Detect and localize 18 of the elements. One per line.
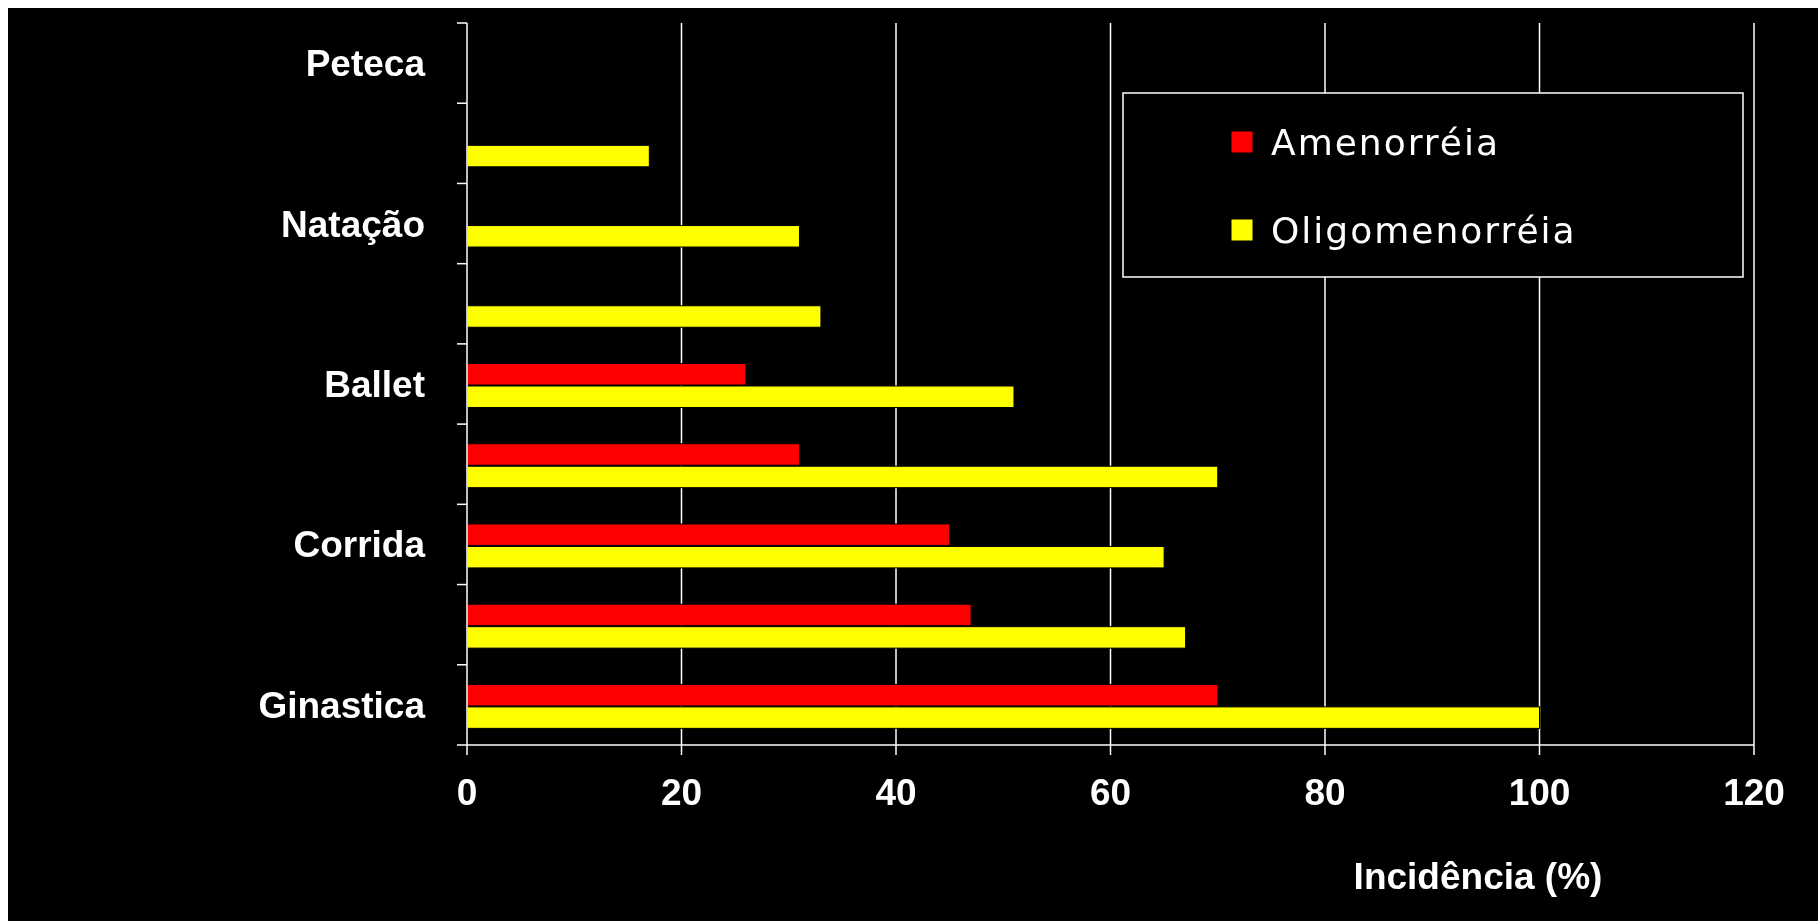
x-tick-label: 0 xyxy=(456,772,478,813)
bar xyxy=(466,144,650,168)
legend-label: Amenorréia xyxy=(1271,122,1501,163)
y-tick-label: Natação xyxy=(281,203,425,245)
y-tick-label: Corrida xyxy=(293,524,426,566)
y-tick-label: Ballet xyxy=(324,364,425,405)
x-axis-title: Incidência (%) xyxy=(1353,856,1603,897)
x-tick-label: 100 xyxy=(1508,772,1571,813)
bar xyxy=(466,225,800,248)
x-tick-label: 120 xyxy=(1723,772,1785,813)
y-tick-label: Peteca xyxy=(305,43,426,85)
x-tick-label: 20 xyxy=(660,772,703,813)
y-tick-label: Ginastica xyxy=(258,684,426,726)
x-tick-label: 60 xyxy=(1089,772,1132,813)
legend-label: Oligomenorréia xyxy=(1271,210,1577,251)
x-tick-label: 80 xyxy=(1304,772,1346,813)
x-tick-label: 40 xyxy=(875,772,917,813)
bar xyxy=(466,305,822,328)
